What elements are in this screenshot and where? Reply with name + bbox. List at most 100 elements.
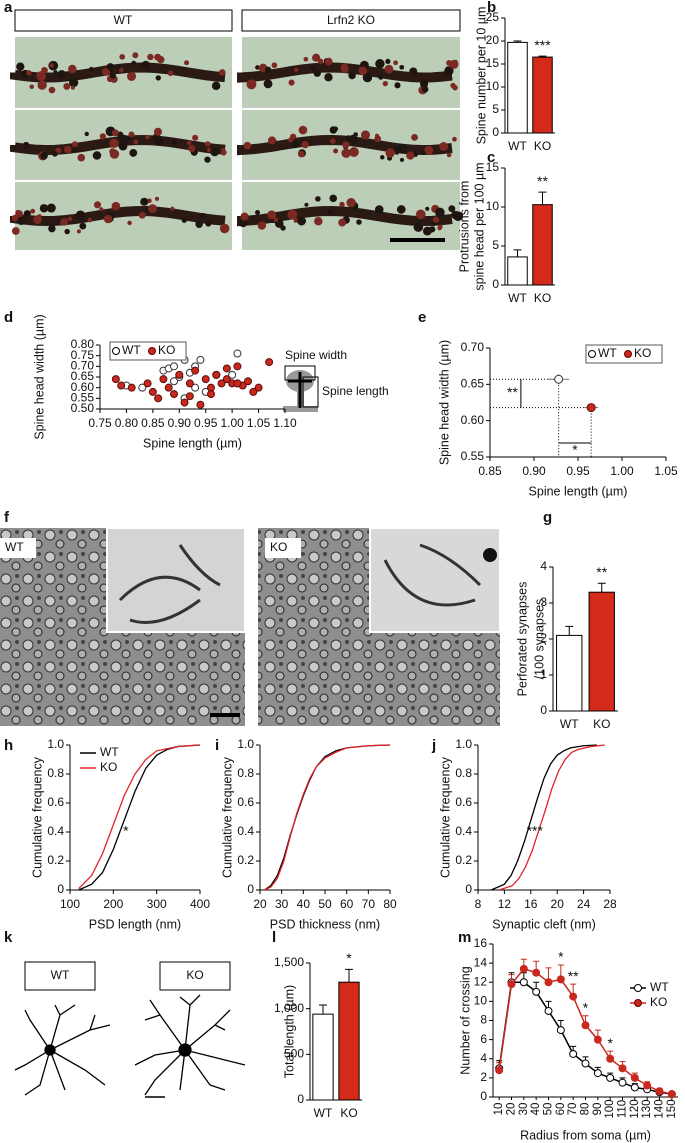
spine (313, 69, 321, 77)
point (507, 980, 516, 989)
spine (127, 220, 132, 226)
spine (298, 125, 308, 135)
spine (170, 206, 175, 211)
y-tick-label: 0.70 (461, 340, 485, 354)
spine (71, 141, 78, 148)
x-tick-label: KO (593, 717, 610, 731)
point (593, 1069, 602, 1078)
spine (246, 79, 257, 90)
spine (382, 80, 388, 87)
spine (155, 75, 161, 81)
annotation: * (607, 1035, 613, 1051)
spine (93, 201, 102, 209)
spine (30, 208, 36, 214)
neuron (14, 994, 246, 1096)
y-tick-label: 0 (480, 1089, 487, 1103)
header-label: Lrfn2 KO (327, 13, 375, 27)
y-tick-label: 0.70 (71, 359, 95, 373)
spine (200, 212, 207, 220)
point (233, 379, 242, 388)
spine (72, 147, 78, 153)
y-axis-label: Protrusions from (457, 181, 471, 273)
point (148, 387, 157, 396)
x-tick-label: 1.00 (220, 416, 244, 430)
x-tick-label: 1.00 (610, 464, 634, 478)
spine (218, 69, 226, 76)
x-tick-label: 60 (555, 1103, 567, 1116)
y-axis-label: /100 synapses (532, 599, 546, 680)
spine (55, 147, 62, 154)
spine (422, 226, 432, 236)
bar (507, 41, 528, 134)
spine (396, 205, 406, 214)
spine (131, 60, 137, 66)
point (655, 1087, 664, 1096)
spine (339, 201, 345, 208)
spine (421, 86, 429, 93)
annotation: * (583, 999, 589, 1015)
y-tick-label: 0 (492, 277, 499, 291)
x-tick-label: 300 (147, 897, 167, 911)
x-axis-label: PSD thickness (nm) (270, 917, 380, 931)
spine (342, 141, 350, 149)
spine (374, 205, 384, 214)
point (228, 370, 237, 379)
spine (333, 126, 339, 132)
spine (49, 63, 54, 68)
spine (99, 207, 104, 212)
label-box (24, 961, 96, 991)
diagram-label: Spine length (322, 384, 389, 398)
x-tick-label: 0.95 (194, 416, 218, 430)
point (117, 381, 126, 390)
point (127, 383, 136, 392)
point (191, 383, 200, 392)
point (191, 366, 200, 375)
x-tick-label: 80 (383, 897, 397, 911)
x-tick-label: 0.85 (478, 464, 502, 478)
y-axis-label: Perforated synapses (515, 582, 529, 697)
y-tick-label: 16 (474, 936, 488, 950)
spine (409, 67, 418, 76)
legend-label: WT (122, 343, 141, 357)
spine (23, 141, 30, 149)
spine (406, 151, 415, 160)
y-tick-label: 5 (492, 102, 499, 116)
x-tick-label: 0.95 (566, 464, 590, 478)
y-tick-label: 0.55 (71, 391, 95, 405)
spine (448, 205, 456, 213)
error-bar (597, 582, 606, 593)
legend-label: WT (650, 980, 669, 994)
y-tick-label: 2 (480, 1070, 487, 1084)
point (544, 1006, 553, 1015)
spine (140, 197, 149, 206)
error-bar (513, 40, 522, 43)
x-tick-label: 28 (603, 897, 617, 911)
y-tick-label: 0.75 (71, 348, 95, 362)
legend-marker (148, 347, 156, 355)
annotation: *** (527, 823, 544, 839)
spine (145, 134, 150, 140)
point (212, 370, 221, 379)
spine (63, 145, 72, 154)
y-tick-label: 0.6 (237, 795, 254, 809)
spine (157, 55, 165, 64)
spine (26, 70, 32, 76)
point (222, 364, 231, 373)
spine (255, 65, 260, 70)
x-tick-label: 40 (297, 897, 311, 911)
y-tick-label: 12 (474, 974, 488, 988)
spine (385, 58, 391, 64)
y-tick-label: 1,000 (274, 1001, 304, 1015)
spine (243, 141, 252, 150)
spine (119, 54, 126, 60)
y-axis-label: Cumulative frequency (438, 756, 452, 878)
y-tick-label: 0.8 (237, 766, 254, 780)
y-tick-label: 0 (540, 703, 547, 717)
spine (378, 74, 384, 80)
header-box (14, 9, 233, 32)
spine (171, 139, 177, 146)
spine (64, 228, 70, 235)
spine (48, 224, 56, 233)
spine (70, 85, 75, 90)
